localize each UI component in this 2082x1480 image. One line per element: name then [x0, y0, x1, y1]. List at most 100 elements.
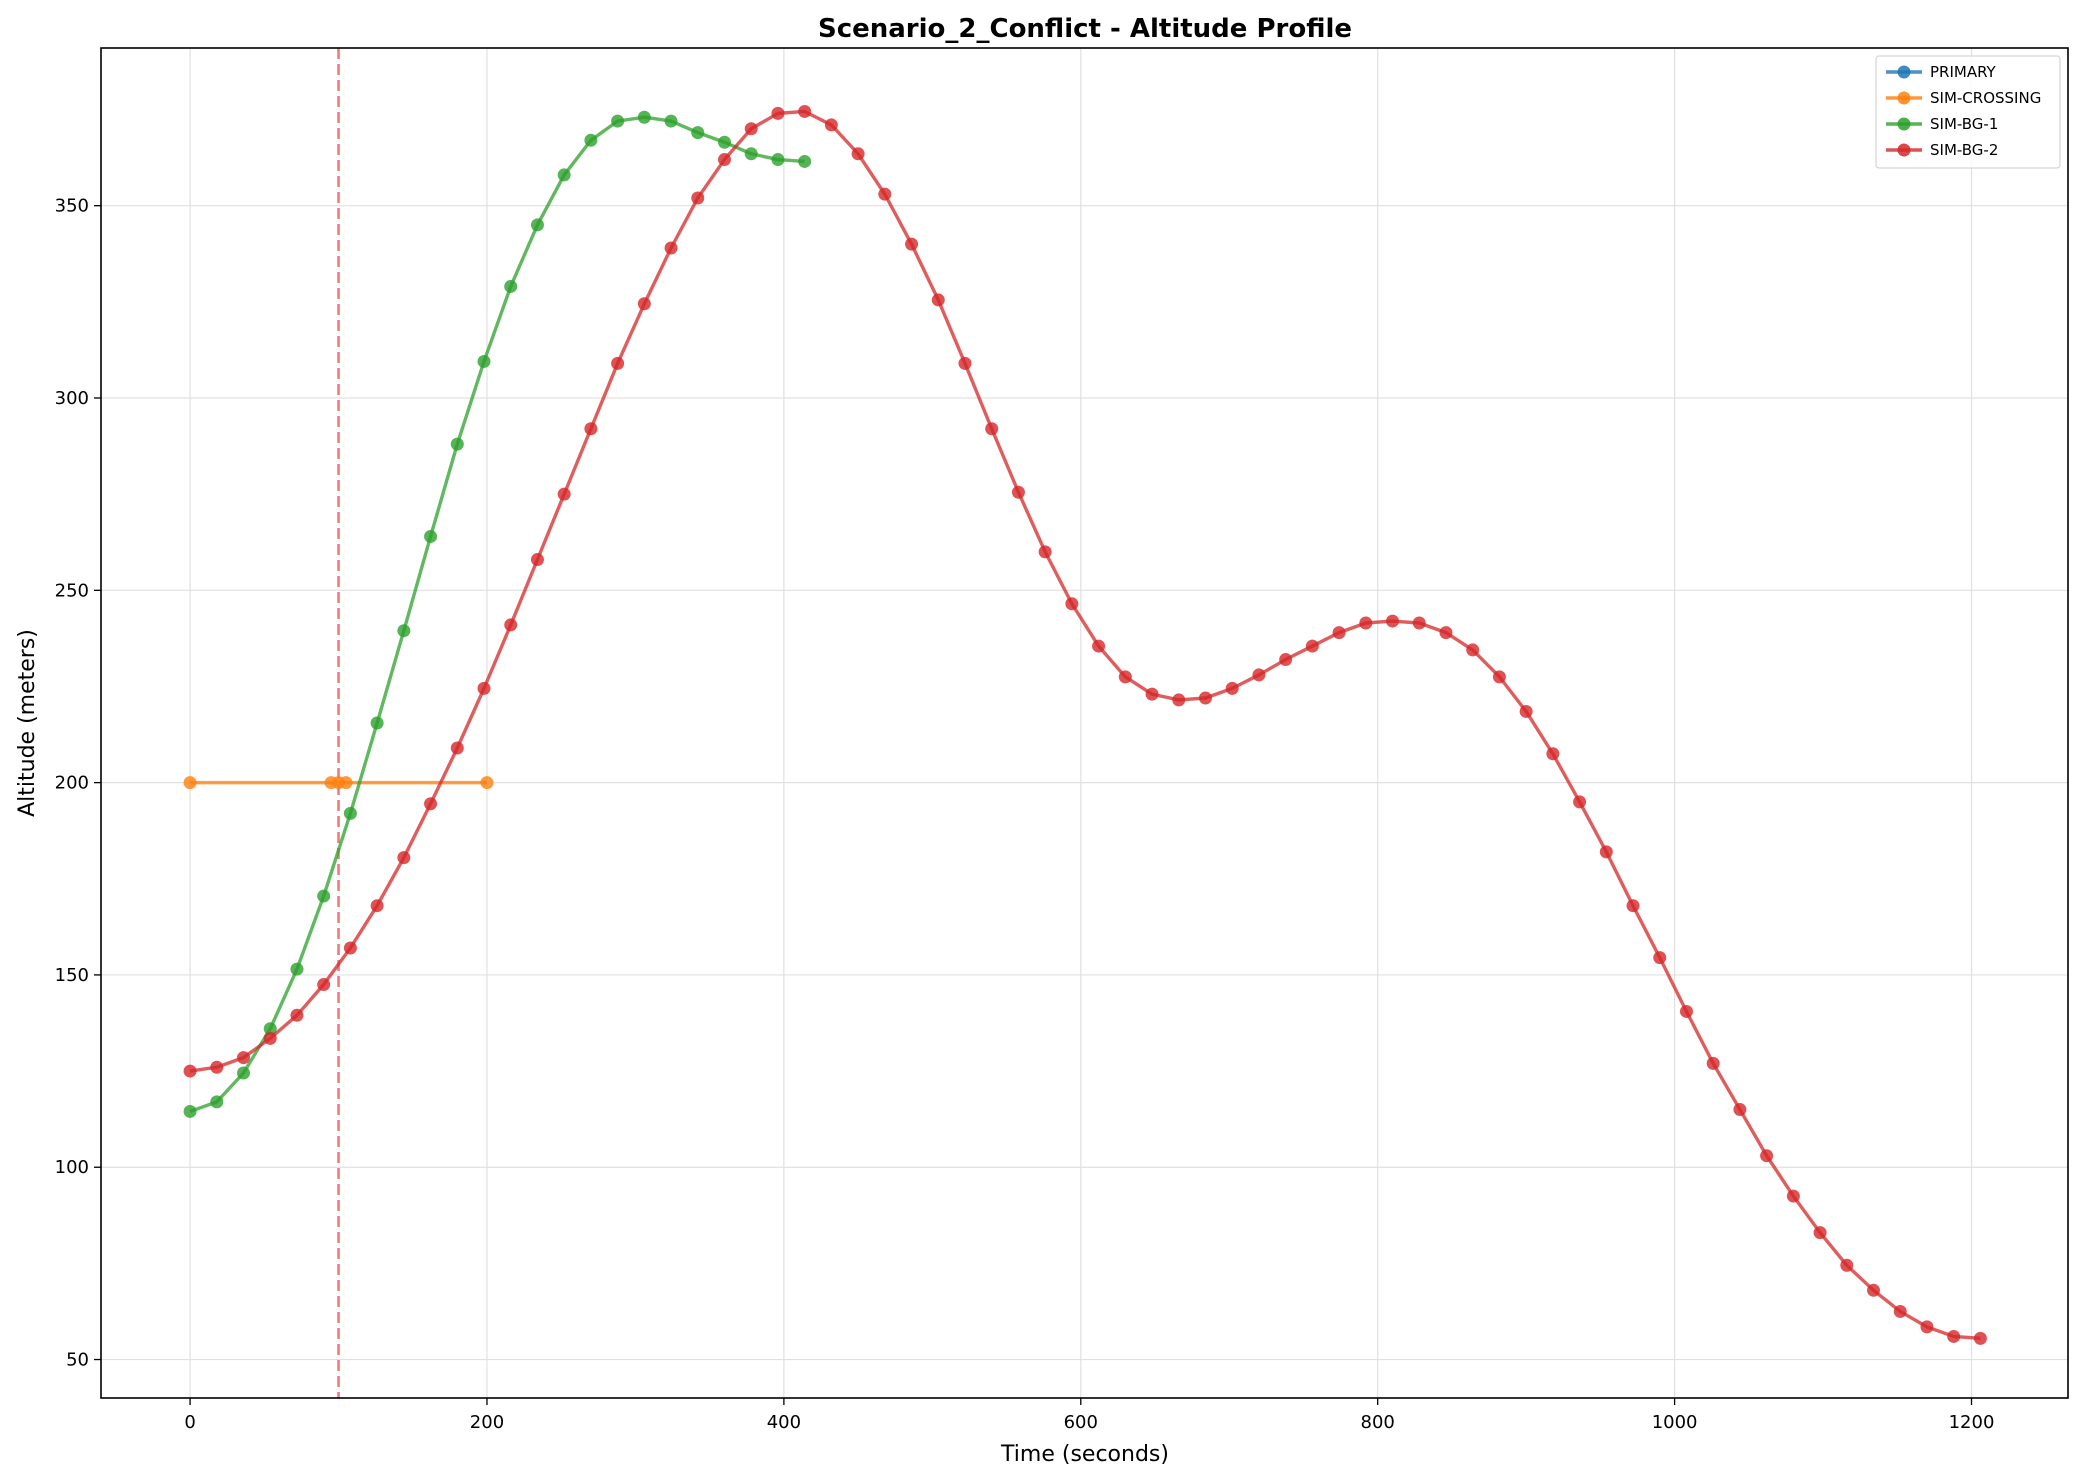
data-point [771, 153, 785, 167]
x-tick-label: 800 [1361, 1412, 1395, 1433]
data-point [691, 191, 705, 205]
data-point [1840, 1258, 1854, 1272]
data-point [424, 529, 438, 543]
legend-marker [1897, 91, 1911, 105]
data-point [1867, 1283, 1881, 1297]
data-point [1439, 626, 1453, 640]
data-point [370, 716, 384, 730]
data-point [1412, 616, 1426, 630]
data-point [584, 133, 598, 147]
data-point [1279, 653, 1293, 667]
y-tick-label: 250 [55, 580, 89, 601]
legend-entry: SIM-CROSSING [1886, 89, 2041, 107]
data-point [183, 776, 197, 790]
data-point [1011, 485, 1025, 499]
data-point [744, 147, 758, 161]
data-point [637, 297, 651, 311]
data-point [339, 776, 353, 790]
x-tick-label: 1000 [1652, 1412, 1698, 1433]
data-point [504, 279, 518, 293]
data-point [1359, 616, 1373, 630]
data-point [1092, 639, 1106, 653]
data-point [450, 437, 464, 451]
y-tick-label: 100 [55, 1157, 89, 1178]
data-point [1733, 1103, 1747, 1117]
data-point [1706, 1056, 1720, 1070]
data-point [1626, 899, 1640, 913]
data-point [878, 187, 892, 201]
legend-marker [1897, 143, 1911, 157]
data-point [210, 1060, 224, 1074]
x-tick-label: 0 [184, 1412, 195, 1433]
legend-label: SIM-CROSSING [1930, 89, 2041, 107]
data-point [718, 135, 732, 149]
x-tick-label: 200 [470, 1412, 504, 1433]
x-axis-ticks: 0 200 400 600 800 1000 1200 [184, 1398, 1994, 1433]
data-point [1679, 1004, 1693, 1018]
series-sim-bg-2 [183, 104, 1987, 1345]
data-point [691, 126, 705, 140]
data-point [1813, 1226, 1827, 1240]
data-point [824, 118, 838, 132]
data-point [1252, 668, 1266, 682]
legend-box [1875, 55, 2061, 169]
data-point [290, 1008, 304, 1022]
x-axis-label: Time (seconds) [1000, 1442, 1169, 1467]
x-tick-label: 400 [767, 1412, 801, 1433]
data-point [718, 153, 732, 167]
data-point [664, 114, 678, 128]
data-point [504, 618, 518, 632]
y-tick-label: 350 [55, 196, 89, 217]
data-point [584, 422, 598, 436]
legend-marker [1897, 65, 1911, 79]
data-point [183, 1064, 197, 1078]
data-point [611, 356, 625, 370]
y-tick-label: 300 [55, 388, 89, 409]
data-point [343, 806, 357, 820]
x-tick-label: 600 [1064, 1412, 1098, 1433]
data-point [771, 106, 785, 120]
data-point [343, 941, 357, 955]
data-point [1786, 1189, 1800, 1203]
data-point [237, 1051, 251, 1065]
chart-title: Scenario_2_Conflict - Altitude Profile [818, 14, 1352, 44]
legend-marker [1897, 117, 1911, 131]
series-sim-bg-1 [183, 110, 812, 1118]
data-point [744, 122, 758, 136]
series-layer [183, 104, 1987, 1345]
data-point [798, 104, 812, 118]
data-point [664, 241, 678, 255]
data-point [1305, 639, 1319, 653]
data-point [611, 114, 625, 128]
data-point [477, 354, 491, 368]
data-point [1145, 687, 1159, 701]
data-point [1118, 670, 1132, 684]
legend-entry: SIM-BG-2 [1886, 141, 1998, 159]
data-point [557, 168, 571, 182]
data-point [530, 218, 544, 232]
data-point [370, 899, 384, 913]
data-point [530, 553, 544, 567]
data-point [480, 776, 494, 790]
data-point [317, 889, 331, 903]
data-point [477, 681, 491, 695]
series-sim-crossing [183, 776, 494, 790]
data-point [397, 624, 411, 638]
data-point [1466, 643, 1480, 657]
data-point [424, 797, 438, 811]
data-point [637, 110, 651, 124]
data-point [263, 1022, 277, 1036]
legend-label: PRIMARY [1930, 63, 1997, 81]
data-point [985, 422, 999, 436]
legend-entry: PRIMARY [1886, 63, 1997, 81]
y-axis-ticks: 50 100 150 200 250 300 350 [55, 196, 101, 1371]
data-point [1920, 1320, 1934, 1334]
data-point [931, 293, 945, 307]
y-tick-label: 150 [55, 965, 89, 986]
data-point [210, 1095, 224, 1109]
data-point [1573, 795, 1587, 809]
data-point [1973, 1331, 1987, 1345]
data-point [263, 1031, 277, 1045]
data-point [1225, 681, 1239, 695]
